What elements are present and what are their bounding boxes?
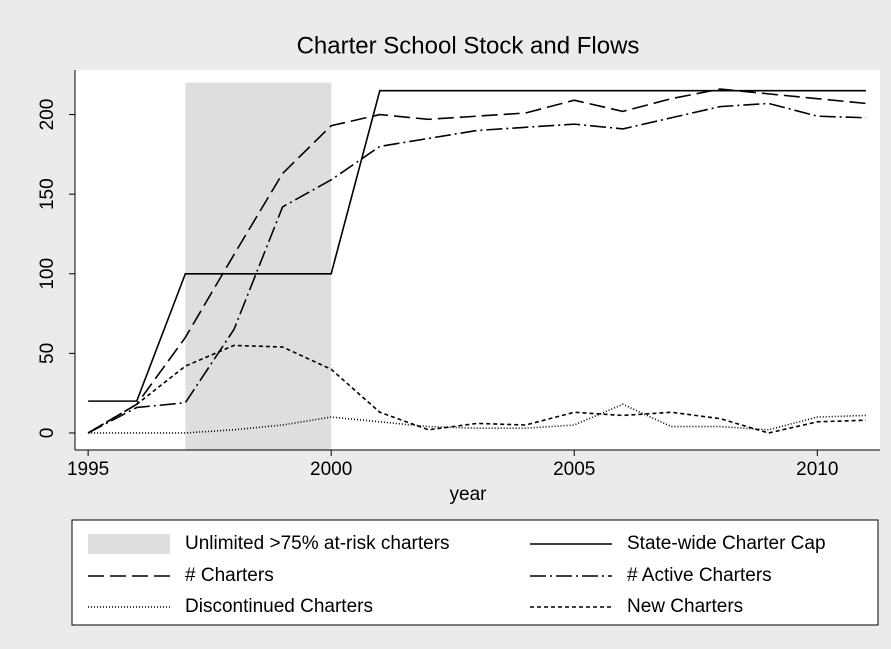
line-series — [88, 403, 866, 434]
x-tick-label: 1995 — [67, 459, 109, 480]
legend — [71, 519, 879, 626]
legend-swatch — [88, 534, 170, 554]
y-tick-label: 50 — [37, 343, 58, 364]
y-tick-label: 150 — [37, 178, 58, 210]
legend-label: # Active Charters — [627, 565, 772, 586]
line-series — [87, 344, 866, 434]
legend-label: Discontinued Charters — [185, 596, 373, 617]
legend-label: New Charters — [627, 596, 743, 617]
x-tick-label: 2005 — [553, 459, 595, 480]
shaded-region — [185, 82, 332, 450]
y-tick-label: 100 — [37, 258, 58, 290]
y-tick-label: 200 — [37, 99, 58, 131]
x-axis-label: year — [450, 484, 488, 505]
legend-label: State-wide Charter Cap — [627, 533, 826, 554]
y-tick-label: 0 — [37, 428, 58, 439]
line-series — [87, 102, 866, 434]
line-series — [88, 89, 866, 402]
legend-label: Unlimited >75% at-risk charters — [185, 533, 450, 554]
x-tick-label: 2000 — [310, 459, 352, 480]
x-tick-label: 2010 — [796, 459, 838, 480]
legend-label: # Charters — [185, 565, 274, 586]
line-series — [87, 88, 866, 434]
chart-title: Charter School Stock and Flows — [297, 32, 640, 59]
